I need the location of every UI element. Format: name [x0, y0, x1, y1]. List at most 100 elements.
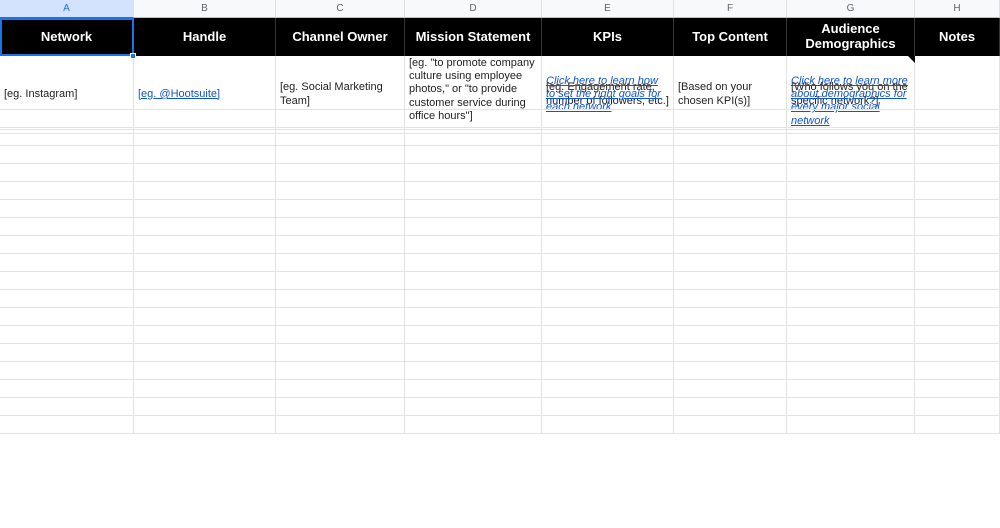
empty-cell[interactable] [0, 92, 134, 110]
empty-cell[interactable] [787, 380, 915, 398]
empty-cell[interactable] [276, 164, 405, 182]
empty-cell[interactable] [276, 236, 405, 254]
empty-cell[interactable] [915, 182, 1000, 200]
header-handle[interactable]: Handle [134, 18, 276, 56]
empty-cell[interactable] [276, 218, 405, 236]
empty-cell[interactable] [674, 416, 787, 434]
empty-cell[interactable] [134, 128, 276, 146]
empty-cell[interactable] [276, 380, 405, 398]
col-letter-d[interactable]: D [405, 0, 542, 18]
empty-cell[interactable] [674, 200, 787, 218]
col-letter-f[interactable]: F [674, 0, 787, 18]
empty-cell[interactable] [674, 92, 787, 110]
empty-cell[interactable] [405, 92, 542, 110]
empty-cell[interactable] [0, 398, 134, 416]
empty-cell[interactable] [134, 344, 276, 362]
empty-cell[interactable] [134, 164, 276, 182]
empty-cell[interactable] [542, 128, 674, 146]
empty-cell[interactable] [0, 344, 134, 362]
empty-cell[interactable] [405, 254, 542, 272]
empty-cell[interactable] [134, 398, 276, 416]
empty-cell[interactable] [674, 128, 787, 146]
empty-cell[interactable] [674, 344, 787, 362]
empty-cell[interactable] [276, 398, 405, 416]
empty-cell[interactable] [915, 380, 1000, 398]
empty-cell[interactable] [405, 182, 542, 200]
header-kpis[interactable]: KPIs [542, 18, 674, 56]
empty-cell[interactable] [0, 218, 134, 236]
empty-cell[interactable] [134, 416, 276, 434]
empty-cell[interactable] [542, 326, 674, 344]
empty-cell[interactable] [674, 290, 787, 308]
empty-cell[interactable] [787, 218, 915, 236]
empty-cell[interactable] [674, 254, 787, 272]
empty-cell[interactable] [915, 272, 1000, 290]
empty-cell[interactable] [674, 146, 787, 164]
empty-cell[interactable] [787, 110, 915, 128]
empty-cell[interactable] [0, 110, 134, 128]
empty-cell[interactable] [787, 326, 915, 344]
empty-cell[interactable] [405, 398, 542, 416]
empty-cell[interactable] [0, 308, 134, 326]
empty-cell[interactable] [915, 236, 1000, 254]
empty-cell[interactable] [405, 362, 542, 380]
empty-cell[interactable] [405, 128, 542, 146]
empty-cell[interactable] [674, 164, 787, 182]
col-letter-a[interactable]: A [0, 0, 134, 18]
empty-cell[interactable] [405, 110, 542, 128]
empty-cell[interactable] [276, 326, 405, 344]
empty-cell[interactable] [134, 182, 276, 200]
empty-cell[interactable] [674, 110, 787, 128]
empty-cell[interactable] [674, 398, 787, 416]
empty-cell[interactable] [915, 290, 1000, 308]
empty-cell[interactable] [405, 146, 542, 164]
empty-cell[interactable] [787, 128, 915, 146]
empty-cell[interactable] [915, 92, 1000, 110]
empty-cell[interactable] [0, 290, 134, 308]
empty-cell[interactable] [542, 308, 674, 326]
empty-cell[interactable] [405, 326, 542, 344]
empty-cell[interactable] [276, 290, 405, 308]
empty-cell[interactable] [674, 326, 787, 344]
empty-cell[interactable] [674, 236, 787, 254]
header-mission-statement[interactable]: Mission Statement [405, 18, 542, 56]
header-top-content[interactable]: Top Content [674, 18, 787, 56]
empty-cell[interactable] [542, 344, 674, 362]
empty-cell[interactable] [134, 308, 276, 326]
empty-cell[interactable] [542, 398, 674, 416]
empty-cell[interactable] [787, 254, 915, 272]
empty-cell[interactable] [134, 218, 276, 236]
empty-cell[interactable] [787, 182, 915, 200]
empty-cell[interactable] [915, 164, 1000, 182]
empty-cell[interactable] [542, 200, 674, 218]
empty-cell[interactable] [787, 272, 915, 290]
empty-cell[interactable] [276, 308, 405, 326]
empty-cell[interactable] [542, 110, 674, 128]
empty-cell[interactable] [0, 272, 134, 290]
empty-cell[interactable] [134, 290, 276, 308]
empty-cell[interactable] [915, 308, 1000, 326]
empty-cell[interactable] [542, 254, 674, 272]
empty-cell[interactable] [405, 236, 542, 254]
empty-cell[interactable] [405, 290, 542, 308]
empty-cell[interactable] [542, 416, 674, 434]
col-letter-e[interactable]: E [542, 0, 674, 18]
empty-cell[interactable] [134, 362, 276, 380]
empty-cell[interactable] [674, 218, 787, 236]
empty-cell[interactable] [0, 254, 134, 272]
empty-cell[interactable] [0, 146, 134, 164]
empty-cell[interactable] [542, 362, 674, 380]
empty-cell[interactable] [0, 182, 134, 200]
empty-cell[interactable] [0, 200, 134, 218]
empty-cell[interactable] [787, 146, 915, 164]
col-letter-b[interactable]: B [134, 0, 276, 18]
empty-cell[interactable] [915, 326, 1000, 344]
empty-cell[interactable] [674, 272, 787, 290]
empty-cell[interactable] [787, 200, 915, 218]
empty-cell[interactable] [915, 146, 1000, 164]
empty-cell[interactable] [787, 344, 915, 362]
empty-cell[interactable] [405, 272, 542, 290]
empty-cell[interactable] [542, 218, 674, 236]
col-letter-h[interactable]: H [915, 0, 1000, 18]
empty-cell[interactable] [134, 326, 276, 344]
